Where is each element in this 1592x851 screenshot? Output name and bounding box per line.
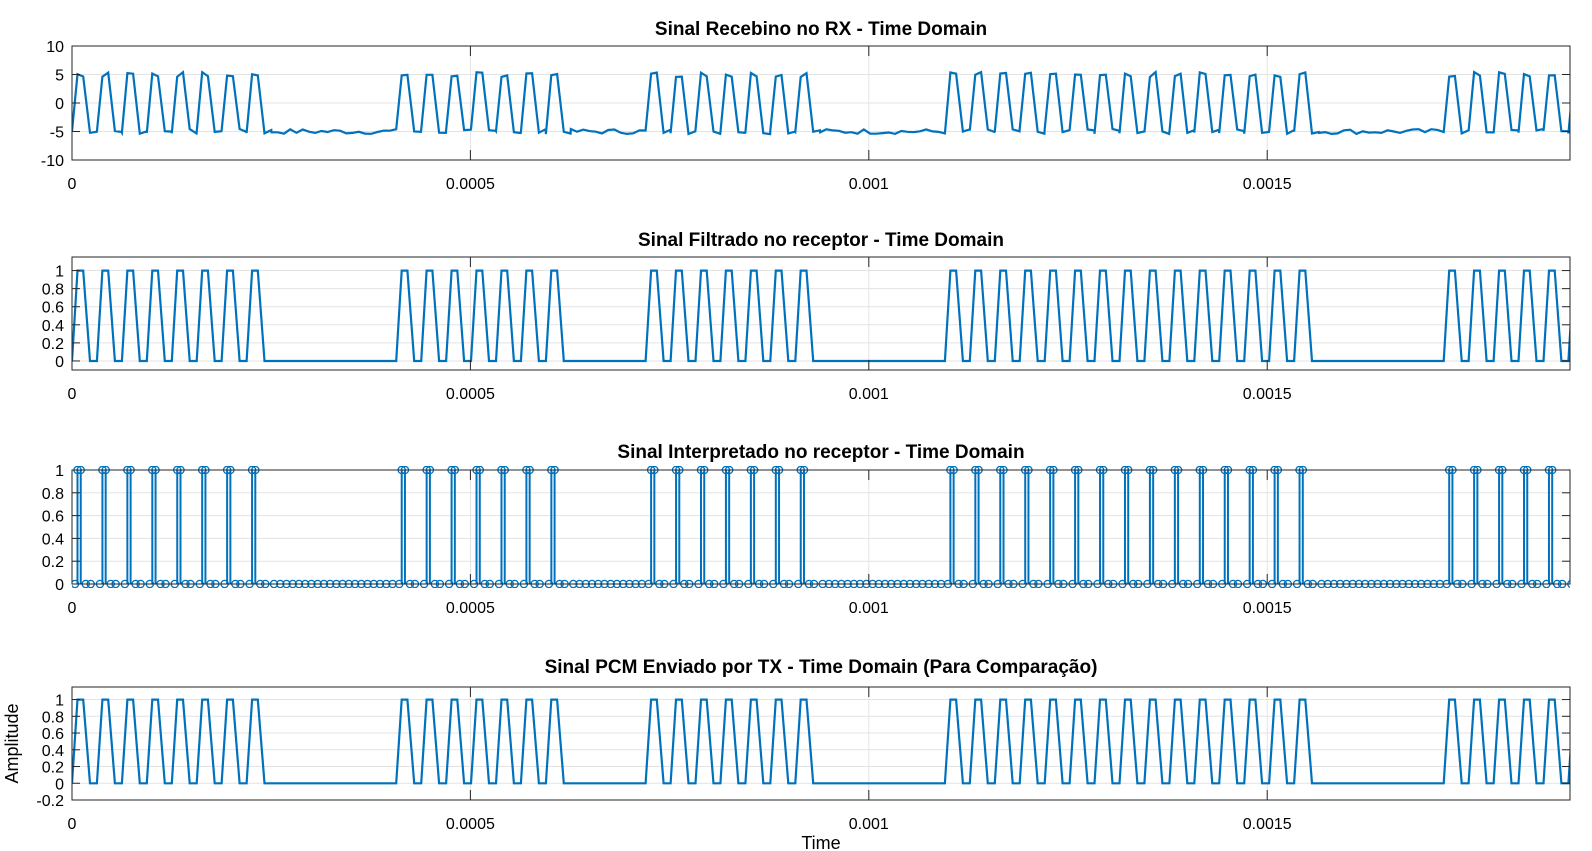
y-tick-label: 0.8 [42,282,64,299]
subplot-title: Sinal Filtrado no receptor - Time Domain [638,230,1004,251]
y-tick-label: 0 [55,776,64,793]
y-tick-label: 10 [46,39,64,56]
signal-trace [72,698,1570,785]
x-tick-label: 0.0015 [1243,816,1292,833]
y-tick-label: 0.6 [42,726,64,743]
y-tick-label: 0.6 [42,509,64,526]
x-tick-label: 0.0015 [1243,386,1292,403]
y-tick-label: -5 [50,125,64,142]
x-tick-label: 0 [68,816,77,833]
y-tick-label: 5 [55,68,64,85]
plot-area [72,257,1570,370]
x-tick-label: 0.0005 [446,600,495,617]
axes-box [71,469,1571,585]
plot-area [72,687,1570,800]
x-tick-label: 0.0015 [1243,176,1292,193]
stem-marker [1584,580,1591,587]
x-tick-label: 0.001 [849,600,889,617]
stem-marker [1569,468,1570,472]
signal-trace [72,69,1570,137]
y-tick-label: 0 [55,354,64,371]
y-axis-label: Amplitude [2,703,22,783]
y-tick-label: 0 [55,96,64,113]
y-tick-label: 0.8 [42,486,64,503]
x-tick-label: 0 [68,176,77,193]
x-tick-label: 0.0015 [1243,600,1292,617]
y-tick-label: 0.6 [42,300,64,317]
y-tick-label: 1 [55,264,64,281]
x-tick-label: 0.001 [849,386,889,403]
x-tick-label: 0.0005 [446,386,495,403]
y-tick-label: 0.2 [42,760,64,777]
subplot-3: 0 0.0005 0.001 0.0015 0 0.2 0.4 0.6 0.8 1 Sinal In… [42,442,1591,617]
y-tick-label: 0.2 [42,336,64,353]
y-tick-label: -10 [41,153,64,170]
signal-line [72,698,1570,785]
x-tick-label: 0 [68,600,77,617]
y-tick-label: 0.4 [42,743,64,760]
subplot-4: 0 0.0005 0.001 0.0015-0.200.20.40.60.81Sina… [2,657,1571,851]
y-tick-label: 0.4 [42,318,64,335]
x-tick-label: 0.0005 [446,176,495,193]
subplot-title: Sinal Recebino no RX - Time Domain [655,19,987,40]
y-tick-label: 0 [55,577,64,594]
axes-box [71,686,1571,801]
signal-line [72,269,1570,363]
y-tick-label: 0.2 [42,554,64,571]
stem-marker [1574,466,1581,473]
signal-trace [72,269,1570,363]
y-tick-label: 0.4 [42,531,64,548]
subplot-title: Sinal Interpretado no receptor - Time Do… [617,442,1024,463]
stem-marker [1579,580,1586,587]
x-tick-label: 0.001 [849,176,889,193]
x-tick-label: 0.001 [849,816,889,833]
plot-area [72,470,1570,584]
x-tick-label: 0 [68,386,77,403]
subplot-title: Sinal PCM Enviado por TX - Time Domain (… [545,657,1098,678]
signal-line [72,69,1570,137]
x-tick-label: 0.0005 [446,816,495,833]
y-tick-label: -0.2 [36,793,64,810]
subplot-1: 0 0.0005 0.001 0.0015 -10 -5 0 5 10 Sinal Recebin… [41,19,1571,193]
axes-box [71,256,1571,371]
y-tick-label: 1 [55,693,64,710]
y-tick-label: 0.8 [42,709,64,726]
x-axis-label: Time [801,833,840,851]
y-tick-label: 1 [55,463,64,480]
